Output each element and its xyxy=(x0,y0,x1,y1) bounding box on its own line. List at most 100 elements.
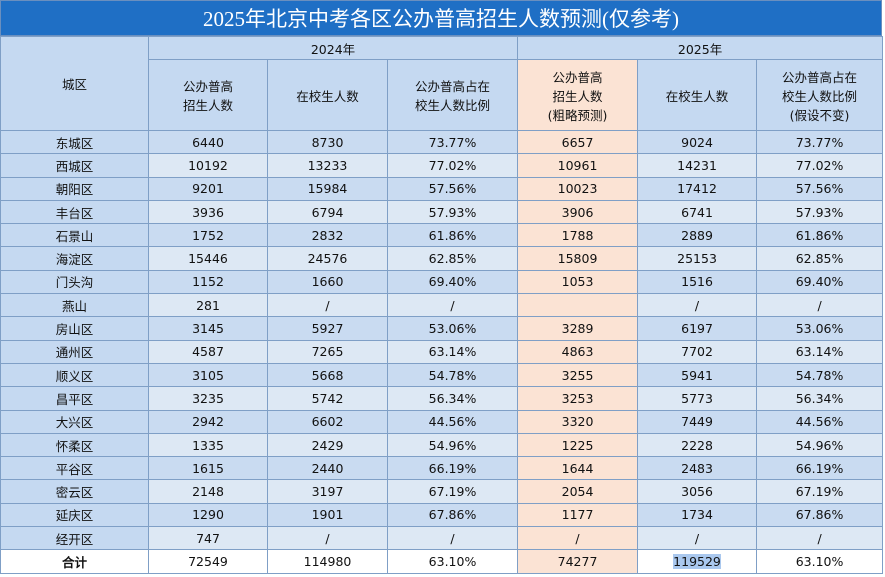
table-cell: 63.14% xyxy=(756,339,884,364)
table-cell: / xyxy=(517,526,639,551)
table-cell: 15809 xyxy=(517,246,639,271)
table-cell: 62.85% xyxy=(756,246,884,271)
table-cell: / xyxy=(267,526,388,551)
table-row: 丰台区 3936 6794 57.93% 3906 6741 57.93% xyxy=(0,199,884,225)
district-name: 石景山 xyxy=(0,223,149,248)
district-name: 密云区 xyxy=(0,479,149,504)
table-cell: 2148 xyxy=(148,479,268,504)
table-row: 延庆区 1290 1901 67.86% 1177 1734 67.86% xyxy=(0,502,884,528)
table-cell: 44.56% xyxy=(386,409,519,434)
table-cell: 17412 xyxy=(637,176,758,201)
table-cell: 67.86% xyxy=(386,502,519,528)
table-cell: 1516 xyxy=(637,269,758,295)
table-cell: 4587 xyxy=(148,339,268,364)
table-cell: 2483 xyxy=(637,456,758,481)
table-cell: 56.34% xyxy=(756,386,884,411)
table-cell: 66.19% xyxy=(386,456,519,481)
table-row: 海淀区 15446 24576 62.85% 15809 25153 62.85% xyxy=(0,246,884,271)
table-cell: 15984 xyxy=(267,176,388,201)
table-cell: 72549 xyxy=(148,549,268,574)
table-cell: 69.40% xyxy=(386,269,519,295)
table-cell: 57.93% xyxy=(756,199,884,225)
table-cell: 54.96% xyxy=(756,432,884,458)
table-cell: 10192 xyxy=(148,153,268,178)
table-cell: 7449 xyxy=(637,409,758,434)
table-cell: 2228 xyxy=(637,432,758,458)
table-cell: 1615 xyxy=(148,456,268,481)
table-cell: 63.14% xyxy=(386,339,519,364)
table-cell: 67.19% xyxy=(756,479,884,504)
table-cell: 3235 xyxy=(148,386,268,411)
table-cell xyxy=(517,293,639,318)
district-name: 昌平区 xyxy=(0,386,149,411)
table-row: 顺义区 3105 5668 54.78% 3255 5941 54.78% xyxy=(0,362,884,388)
table-cell: 57.56% xyxy=(386,176,519,201)
district-name: 平谷区 xyxy=(0,456,149,481)
table-row: 朝阳区 9201 15984 57.56% 10023 17412 57.56% xyxy=(0,176,884,201)
table-row: 大兴区 2942 6602 44.56% 3320 7449 44.56% xyxy=(0,409,884,434)
district-name: 西城区 xyxy=(0,153,149,178)
table-cell: 7265 xyxy=(267,339,388,364)
table-row: 西城区 10192 13233 77.02% 10961 14231 77.02% xyxy=(0,153,884,178)
table-cell: 2440 xyxy=(267,456,388,481)
column-header: 在校生人数 xyxy=(637,59,758,131)
table-cell: 5668 xyxy=(267,362,388,388)
table-row: 怀柔区 1335 2429 54.96% 1225 2228 54.96% xyxy=(0,432,884,458)
table-cell: / xyxy=(386,526,519,551)
table-row: 房山区 3145 5927 53.06% 3289 6197 53.06% xyxy=(0,316,884,341)
district-name: 经开区 xyxy=(0,526,149,551)
table-cell: 5927 xyxy=(267,316,388,341)
district-name: 房山区 xyxy=(0,316,149,341)
table-cell: 56.34% xyxy=(386,386,519,411)
table-cell: 7702 xyxy=(637,339,758,364)
title: 2025年北京中考各区公办普高招生人数预测(仅参考) xyxy=(0,0,882,36)
table-cell: 61.86% xyxy=(756,223,884,248)
table-row: 石景山 1752 2832 61.86% 1788 2889 61.86% xyxy=(0,223,884,248)
table-cell: 2054 xyxy=(517,479,639,504)
district-name: 怀柔区 xyxy=(0,432,149,458)
table-cell: 1644 xyxy=(517,456,639,481)
table-cell: 54.78% xyxy=(756,362,884,388)
table-row: 昌平区 3235 5742 56.34% 3253 5773 56.34% xyxy=(0,386,884,411)
district-name: 朝阳区 xyxy=(0,176,149,201)
table-cell: 119529 xyxy=(637,549,758,574)
district-name: 海淀区 xyxy=(0,246,149,271)
table-cell: 57.93% xyxy=(386,199,519,225)
table-row: 密云区 2148 3197 67.19% 2054 3056 67.19% xyxy=(0,479,884,504)
table-cell: 6657 xyxy=(517,129,639,155)
table-cell: 25153 xyxy=(637,246,758,271)
table-cell: 74277 xyxy=(517,549,639,574)
district-name: 丰台区 xyxy=(0,199,149,225)
table-cell: 61.86% xyxy=(386,223,519,248)
table-cell: 3105 xyxy=(148,362,268,388)
district-name: 门头沟 xyxy=(0,269,149,295)
table-row: 平谷区 1615 2440 66.19% 1644 2483 66.19% xyxy=(0,456,884,481)
table-cell: 4863 xyxy=(517,339,639,364)
table-cell: / xyxy=(637,293,758,318)
table-cell: 53.06% xyxy=(386,316,519,341)
table-cell: / xyxy=(386,293,519,318)
table-cell: 10023 xyxy=(517,176,639,201)
table-cell: 66.19% xyxy=(756,456,884,481)
table-cell: 281 xyxy=(148,293,268,318)
corner-header: 城区 xyxy=(0,36,149,131)
column-header: 公办普高 招生人数 xyxy=(148,59,268,131)
table-cell: 3253 xyxy=(517,386,639,411)
table-row: 通州区 4587 7265 63.14% 4863 7702 63.14% xyxy=(0,339,884,364)
table-cell: 2832 xyxy=(267,223,388,248)
table-cell: 5773 xyxy=(637,386,758,411)
district-name: 燕山 xyxy=(0,293,149,318)
table: 城区 2024年 2025年 公办普高 招生人数 在校生人数 公办普高占在 校生人数… xyxy=(0,36,884,574)
table-cell: 57.56% xyxy=(756,176,884,201)
table-row: 合计 72549 114980 63.10% 74277 119529 63.10% xyxy=(0,549,884,574)
district-name: 大兴区 xyxy=(0,409,149,434)
table-cell: 24576 xyxy=(267,246,388,271)
table-row: 东城区 6440 8730 73.77% 6657 9024 73.77% xyxy=(0,129,884,155)
table-cell: 9024 xyxy=(637,129,758,155)
table-cell: 6741 xyxy=(637,199,758,225)
table-row: 燕山 281// / / xyxy=(0,293,884,318)
table-cell: 1152 xyxy=(148,269,268,295)
table-cell: 3145 xyxy=(148,316,268,341)
table-cell: 3906 xyxy=(517,199,639,225)
table-cell: 77.02% xyxy=(386,153,519,178)
